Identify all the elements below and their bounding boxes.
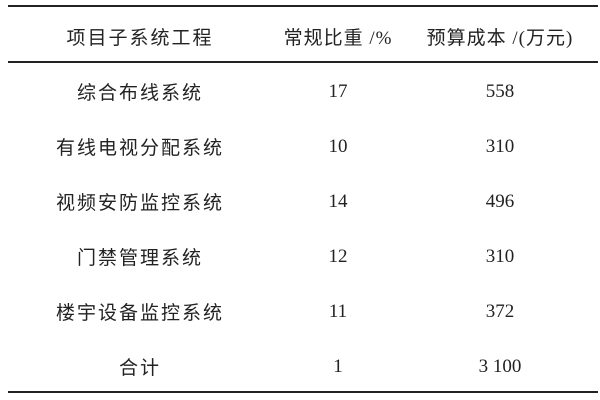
subsystem-cell: 综合布线系统 — [76, 83, 203, 104]
cost-cell: 310 — [485, 245, 515, 267]
cost-cell: 558 — [485, 80, 515, 102]
top-rule — [8, 5, 598, 7]
bottom-rule — [8, 391, 598, 393]
header-cost: 预算成本 /(万元) — [426, 28, 574, 49]
cost-cell: 496 — [485, 190, 515, 212]
total-cost: 3 100 — [478, 355, 522, 377]
header-rule — [8, 61, 598, 63]
table-row: 楼宇设备监控系统 11 372 — [8, 284, 598, 339]
subsystem-cell: 有线电视分配系统 — [55, 138, 224, 159]
table-row: 视频安防监控系统 14 496 — [8, 174, 598, 229]
cost-cell: 372 — [485, 300, 515, 322]
total-label: 合计 — [118, 358, 161, 379]
total-ratio: 1 — [333, 355, 343, 377]
header-subsystem: 项目子系统工程 — [66, 28, 214, 49]
ratio-cell: 10 — [328, 135, 348, 157]
subsystem-cell: 门禁管理系统 — [76, 248, 203, 269]
header-row: 项目子系统工程 常规比重 /% 预算成本 /(万元) — [8, 9, 598, 64]
table-row: 综合布线系统 17 558 — [8, 64, 598, 119]
ratio-cell: 14 — [328, 190, 348, 212]
ratio-cell: 17 — [328, 80, 348, 102]
subsystem-cell: 视频安防监控系统 — [55, 193, 224, 214]
table-row: 有线电视分配系统 10 310 — [8, 119, 598, 174]
subsystem-cell: 楼宇设备监控系统 — [55, 303, 224, 324]
table-row: 门禁管理系统 12 310 — [8, 229, 598, 284]
header-ratio: 常规比重 /% — [283, 28, 393, 49]
ratio-cell: 11 — [328, 300, 348, 322]
cost-cell: 310 — [485, 135, 515, 157]
ratio-cell: 12 — [328, 245, 348, 267]
total-row: 合计 1 3 100 — [8, 339, 598, 394]
